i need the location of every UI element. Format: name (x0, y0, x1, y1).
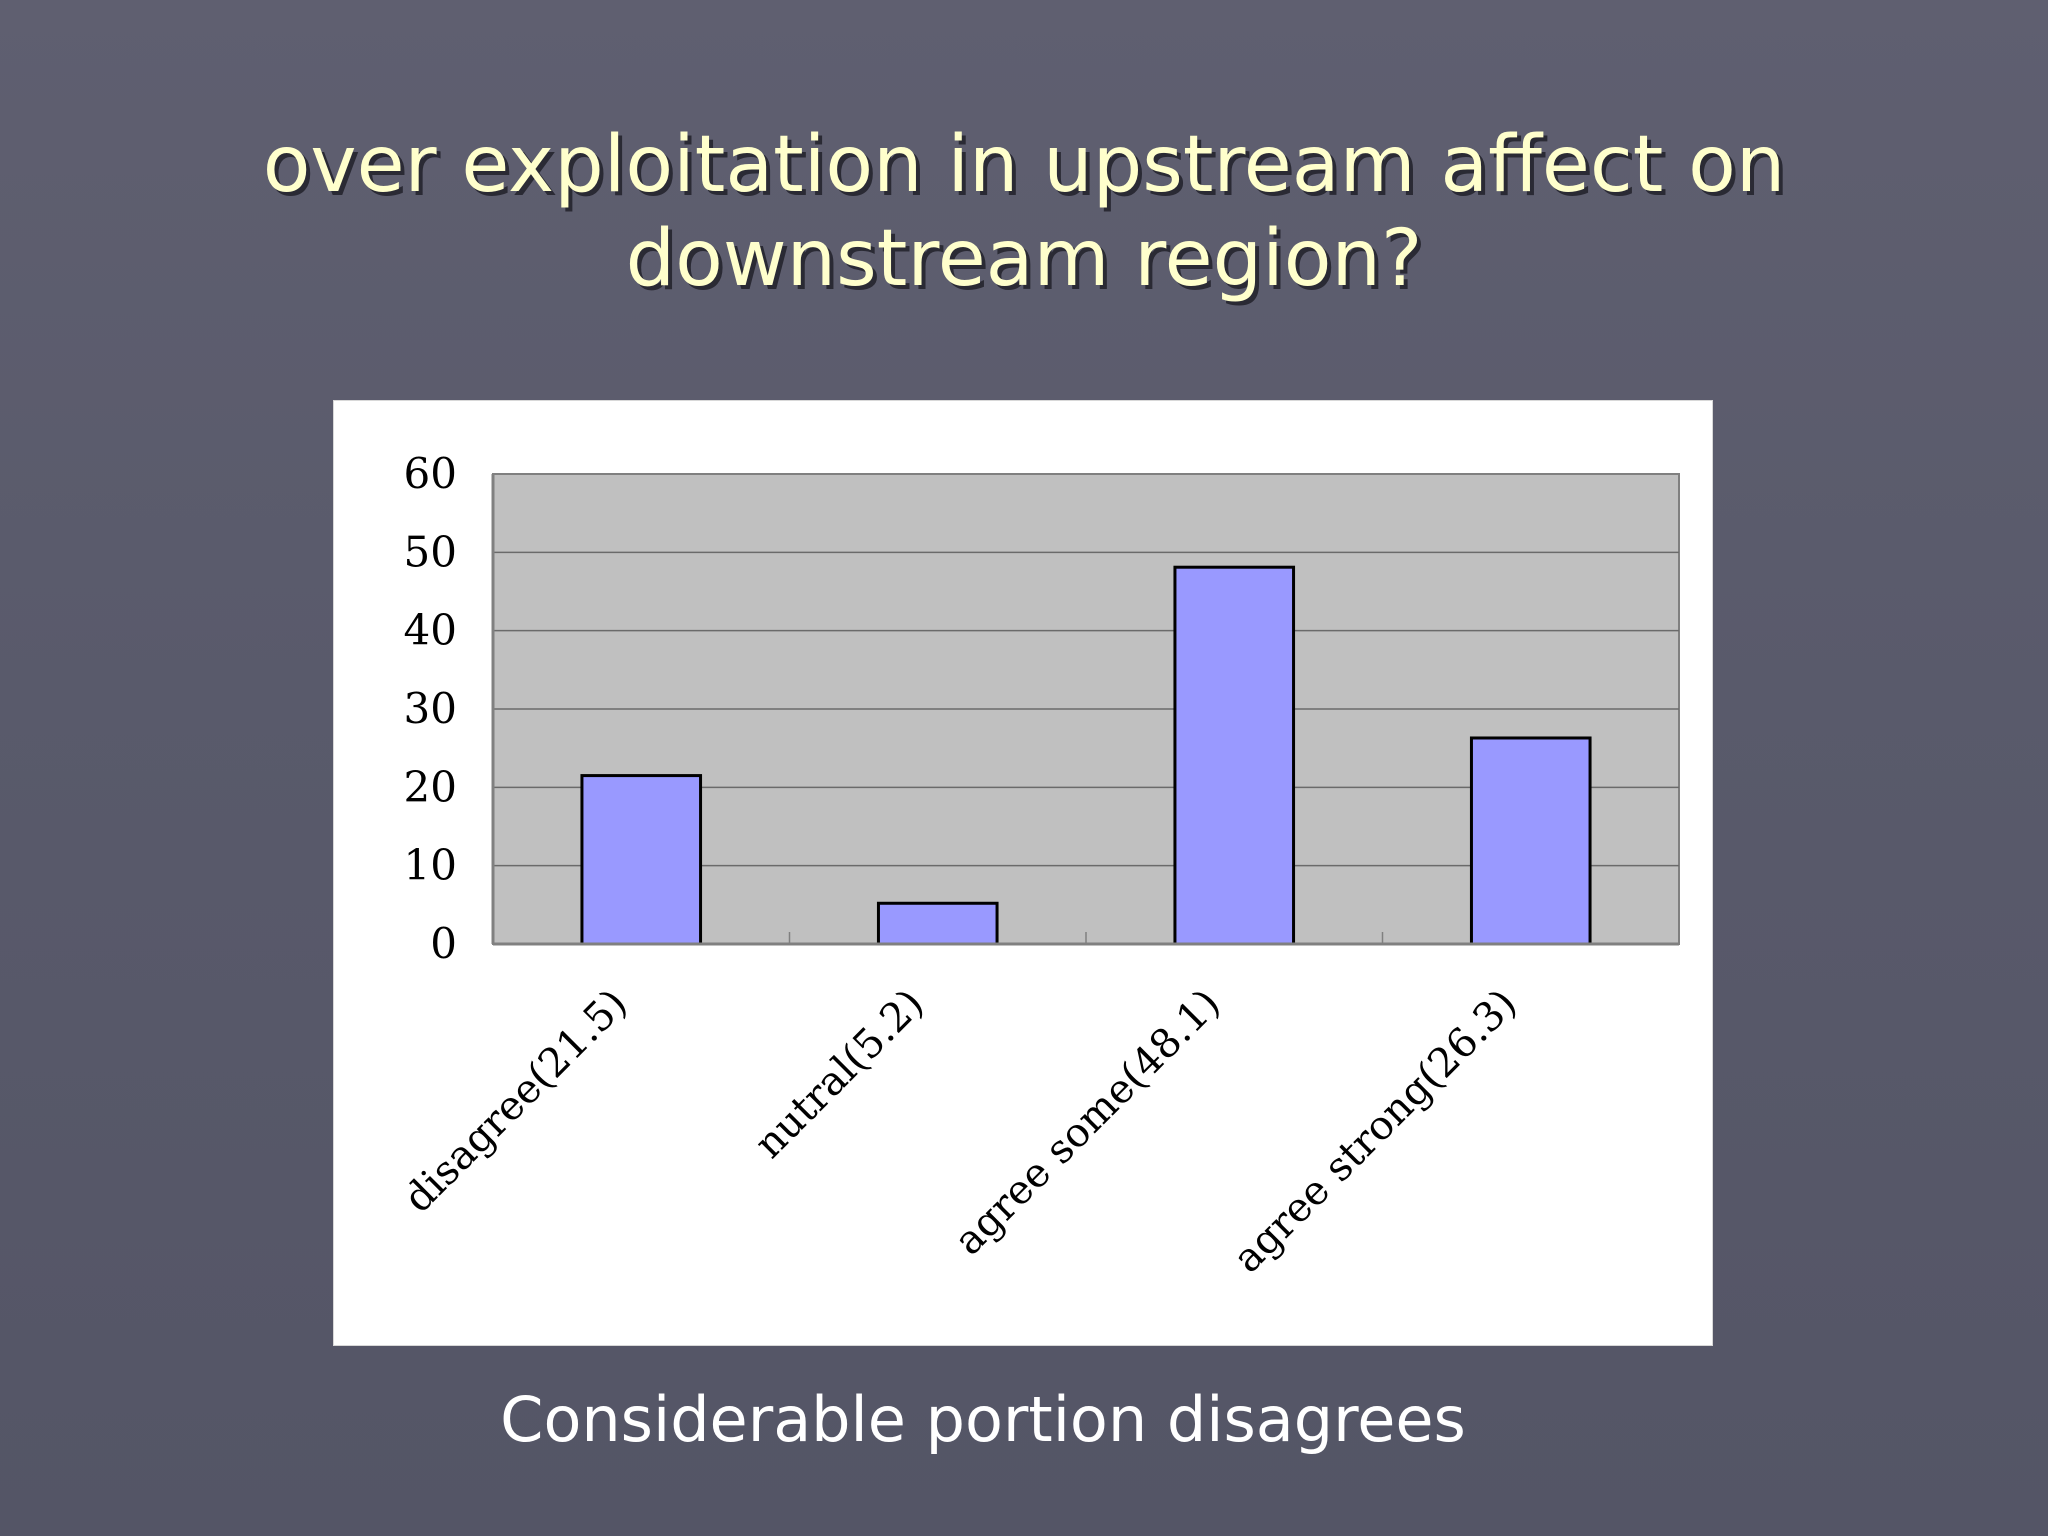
bar (876, 901, 999, 946)
y-tick-label: 0 (430, 919, 457, 968)
y-tick-label: 60 (404, 449, 457, 498)
y-axis-ticks: 0 10 20 30 40 50 60 (404, 449, 457, 968)
slide-title: over exploitation in upstream affect on … (262, 120, 1786, 304)
x-axis-ticks (788, 932, 1384, 944)
chart-panel: 0 10 20 30 40 50 60 disagree(21.5) nutral(5.2) a… (333, 400, 1713, 1346)
x-axis-labels: disagree(21.5) nutral(5.2) agree some(48.1… (395, 981, 1526, 1282)
y-tick-label: 50 (404, 527, 457, 576)
x-category-label: nutral(5.2) (746, 981, 933, 1168)
x-category-label: disagree(21.5) (395, 981, 636, 1222)
x-category-label: agree strong(26.3) (1225, 981, 1526, 1282)
bar (1173, 565, 1296, 946)
x-category-label: agree some(48.1) (946, 981, 1230, 1265)
y-tick-label: 40 (404, 606, 457, 655)
slide-caption: Considerable portion disagrees (500, 1383, 1466, 1456)
bar (580, 774, 703, 946)
bars (580, 565, 1592, 946)
y-tick-label: 30 (404, 684, 457, 733)
y-tick-label: 10 (404, 841, 457, 890)
y-tick-label: 20 (404, 762, 457, 811)
bar (1469, 736, 1592, 946)
